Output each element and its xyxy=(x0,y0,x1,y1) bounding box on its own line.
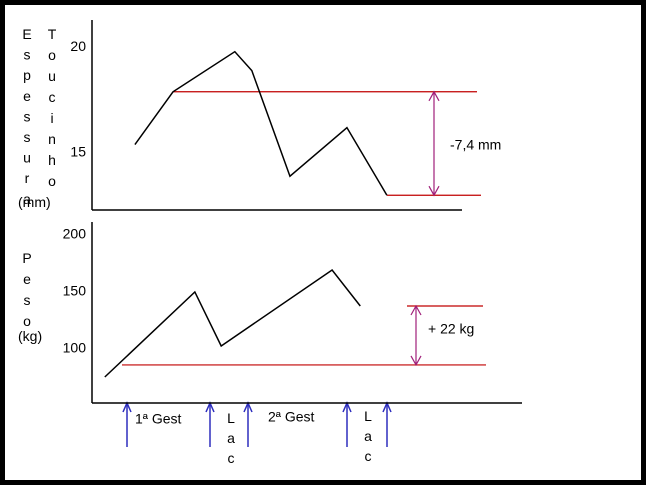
background xyxy=(5,5,641,480)
phase-label: Lac xyxy=(360,408,376,468)
difference-arrow xyxy=(410,304,422,367)
y-tick-label: 100 xyxy=(63,340,87,356)
phase-label: 2ª Gest xyxy=(268,409,315,425)
phase-label: 1ª Gest xyxy=(135,411,182,427)
y-tick-label: 20 xyxy=(70,38,86,54)
difference-arrow xyxy=(428,90,440,197)
y-unit: (mm) xyxy=(18,194,51,210)
y-tick-label: 200 xyxy=(63,226,87,242)
line xyxy=(134,50,388,196)
phase-label: Lac xyxy=(223,410,239,470)
y-label: Toucinho xyxy=(44,26,60,194)
annotation: -7,4 mm xyxy=(450,137,501,153)
y-tick-label: 15 xyxy=(70,144,86,160)
y-label: Peso xyxy=(19,250,35,334)
line xyxy=(104,268,361,378)
y-tick-label: 150 xyxy=(63,283,87,299)
y-label: Espessura xyxy=(19,26,35,212)
y-unit: (kg) xyxy=(18,328,43,344)
annotation: + 22 kg xyxy=(428,321,474,337)
